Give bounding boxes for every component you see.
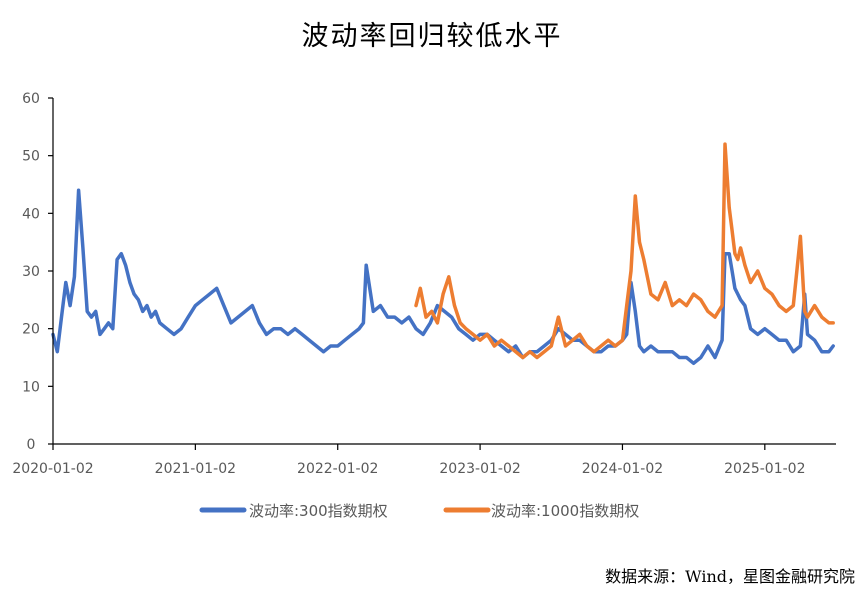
y-tick-label: 30	[22, 264, 40, 280]
x-tick-label: 2021-01-02	[155, 461, 236, 477]
series-line-1000	[414, 142, 835, 360]
legend-item-1000[interactable]: 波动率:1000指数期权	[443, 502, 639, 520]
legend-label-300: 波动率:300指数期权	[249, 502, 388, 520]
series-line-300	[51, 188, 835, 366]
y-tick-label: 20	[22, 322, 40, 338]
y-tick-label: 10	[22, 379, 40, 395]
x-tick-label: 2022-01-02	[297, 461, 378, 477]
y-tick-label: 50	[22, 149, 40, 165]
x-tick-label: 2024-01-02	[582, 461, 663, 477]
chart-title: 波动率回归较低水平	[302, 21, 563, 52]
x-axis: 2020-01-02 2021-01-02 2022-01-02 2023-01-02…	[12, 444, 806, 477]
y-tick-label: 0	[27, 437, 36, 453]
y-tick-label: 40	[22, 206, 40, 222]
y-tick-label: 60	[22, 91, 40, 107]
legend-label-1000: 波动率:1000指数期权	[491, 502, 639, 520]
y-axis: 0 10 20 30 40 50 60	[22, 91, 53, 453]
legend-item-300[interactable]: 波动率:300指数期权	[199, 502, 388, 520]
source-note: 数据来源：Wind，星图金融研究院	[605, 567, 855, 586]
x-tick-label: 2025-01-02	[724, 461, 805, 477]
series-layer	[51, 142, 835, 366]
x-tick-label: 2023-01-02	[439, 461, 520, 477]
x-tick-label: 2020-01-02	[12, 461, 93, 477]
legend: 波动率:300指数期权 波动率:1000指数期权	[199, 502, 639, 520]
